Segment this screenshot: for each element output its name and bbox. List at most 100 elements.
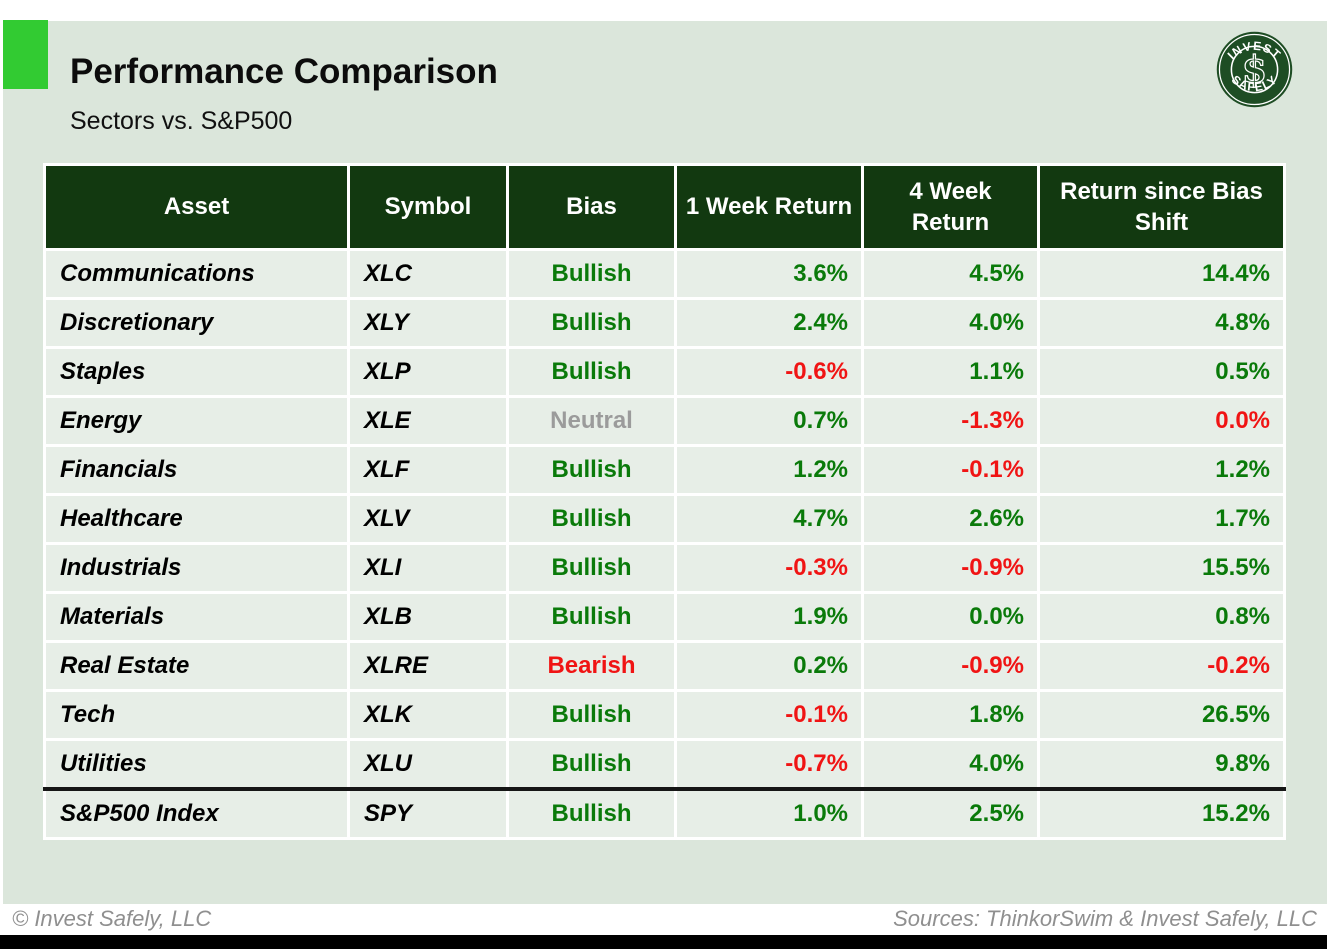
return-since-bias-shift: 4.8% bbox=[1037, 297, 1286, 349]
asset-name: Discretionary bbox=[43, 297, 350, 349]
ticker-symbol: XLI bbox=[347, 542, 509, 594]
asset-name: Financials bbox=[43, 444, 350, 496]
bias-label: Bearish bbox=[506, 640, 677, 692]
table-row: Industrials XLI Bullish -0.3% -0.9% 15.5% bbox=[43, 542, 1286, 594]
table-row: Staples XLP Bullish -0.6% 1.1% 0.5% bbox=[43, 346, 1286, 398]
table-body: Communications XLC Bullish 3.6% 4.5% 14.4% Dis… bbox=[43, 248, 1286, 840]
ticker-symbol: XLF bbox=[347, 444, 509, 496]
bias-label: Neutral bbox=[506, 395, 677, 447]
return-since-bias-shift: 1.2% bbox=[1037, 444, 1286, 496]
column-header: Bias bbox=[506, 163, 677, 251]
ticker-symbol: XLU bbox=[347, 738, 509, 791]
asset-name: S&P500 Index bbox=[43, 787, 350, 840]
table-row: Healthcare XLV Bullish 4.7% 2.6% 1.7% bbox=[43, 493, 1286, 545]
column-header: 4 Week Return bbox=[861, 163, 1040, 251]
asset-name: Communications bbox=[43, 248, 350, 300]
column-header: Asset bbox=[43, 163, 350, 251]
four-week-return: -0.9% bbox=[861, 640, 1040, 692]
bias-label: Bullish bbox=[506, 493, 677, 545]
table-row: Communications XLC Bullish 3.6% 4.5% 14.4% bbox=[43, 248, 1286, 300]
return-since-bias-shift: 1.7% bbox=[1037, 493, 1286, 545]
four-week-return: 2.5% bbox=[861, 787, 1040, 840]
page-title: Performance Comparison bbox=[70, 52, 498, 91]
bias-label: Bullish bbox=[506, 689, 677, 741]
bias-label: Bullish bbox=[506, 444, 677, 496]
invest-safely-logo-icon: INVEST SAFELY $ bbox=[1216, 31, 1293, 108]
return-since-bias-shift: 0.8% bbox=[1037, 591, 1286, 643]
bias-label: Bullish bbox=[506, 738, 677, 791]
table-row: Materials XLB Bullish 1.9% 0.0% 0.8% bbox=[43, 591, 1286, 643]
one-week-return: 1.0% bbox=[674, 787, 864, 840]
bias-label: Bullish bbox=[506, 787, 677, 840]
bias-label: Bullish bbox=[506, 248, 677, 300]
asset-name: Industrials bbox=[43, 542, 350, 594]
bias-label: Bullish bbox=[506, 542, 677, 594]
column-header: Return since Bias Shift bbox=[1037, 163, 1286, 251]
page-subtitle: Sectors vs. S&P500 bbox=[70, 107, 293, 135]
bias-label: Bullish bbox=[506, 346, 677, 398]
ticker-symbol: XLY bbox=[347, 297, 509, 349]
logo-bottom-text: SAFELY bbox=[1229, 72, 1279, 94]
logo-top-text: INVEST bbox=[1225, 39, 1283, 62]
return-since-bias-shift: 0.5% bbox=[1037, 346, 1286, 398]
one-week-return: 1.9% bbox=[674, 591, 864, 643]
asset-name: Real Estate bbox=[43, 640, 350, 692]
asset-name: Materials bbox=[43, 591, 350, 643]
table-row: Tech XLK Bullish -0.1% 1.8% 26.5% bbox=[43, 689, 1286, 741]
asset-name: Healthcare bbox=[43, 493, 350, 545]
asset-name: Utilities bbox=[43, 738, 350, 791]
asset-name: Staples bbox=[43, 346, 350, 398]
ticker-symbol: XLE bbox=[347, 395, 509, 447]
ticker-symbol: XLC bbox=[347, 248, 509, 300]
four-week-return: 4.0% bbox=[861, 738, 1040, 791]
four-week-return: -0.1% bbox=[861, 444, 1040, 496]
svg-text:SAFELY: SAFELY bbox=[1229, 72, 1280, 94]
one-week-return: 1.2% bbox=[674, 444, 864, 496]
one-week-return: -0.7% bbox=[674, 738, 864, 791]
ticker-symbol: SPY bbox=[347, 787, 509, 840]
one-week-return: -0.6% bbox=[674, 346, 864, 398]
return-since-bias-shift: -0.2% bbox=[1037, 640, 1286, 692]
four-week-return: -1.3% bbox=[861, 395, 1040, 447]
ticker-symbol: XLP bbox=[347, 346, 509, 398]
four-week-return: 4.0% bbox=[861, 297, 1040, 349]
table-header-row: Asset Symbol Bias 1 Week Return 4 Week Retur… bbox=[43, 163, 1286, 251]
return-since-bias-shift: 26.5% bbox=[1037, 689, 1286, 741]
four-week-return: 4.5% bbox=[861, 248, 1040, 300]
return-since-bias-shift: 0.0% bbox=[1037, 395, 1286, 447]
logo-monogram: $ bbox=[1242, 48, 1267, 91]
performance-table: Asset Symbol Bias 1 Week Return 4 Week Retur… bbox=[43, 163, 1286, 840]
return-since-bias-shift: 15.2% bbox=[1037, 787, 1286, 840]
return-since-bias-shift: 9.8% bbox=[1037, 738, 1286, 791]
one-week-return: 3.6% bbox=[674, 248, 864, 300]
table-row: Energy XLE Neutral 0.7% -1.3% 0.0% bbox=[43, 395, 1286, 447]
four-week-return: 1.1% bbox=[861, 346, 1040, 398]
bottom-bar bbox=[0, 935, 1327, 949]
table-row: Real Estate XLRE Bearish 0.2% -0.9% -0.2% bbox=[43, 640, 1286, 692]
column-header: Symbol bbox=[347, 163, 509, 251]
ticker-symbol: XLK bbox=[347, 689, 509, 741]
asset-name: Tech bbox=[43, 689, 350, 741]
column-header: 1 Week Return bbox=[674, 163, 864, 251]
one-week-return: -0.1% bbox=[674, 689, 864, 741]
table-row: Discretionary XLY Bullish 2.4% 4.0% 4.8% bbox=[43, 297, 1286, 349]
one-week-return: -0.3% bbox=[674, 542, 864, 594]
return-since-bias-shift: 15.5% bbox=[1037, 542, 1286, 594]
ticker-symbol: XLB bbox=[347, 591, 509, 643]
table-row: Utilities XLU Bullish -0.7% 4.0% 9.8% bbox=[43, 738, 1286, 791]
sources-text: Sources: ThinkorSwim & Invest Safely, LL… bbox=[893, 906, 1317, 931]
svg-text:INVEST: INVEST bbox=[1225, 39, 1284, 62]
one-week-return: 2.4% bbox=[674, 297, 864, 349]
accent-square bbox=[3, 20, 48, 89]
four-week-return: 0.0% bbox=[861, 591, 1040, 643]
bias-label: Bullish bbox=[506, 591, 677, 643]
table-row: S&P500 Index SPY Bullish 1.0% 2.5% 15.2% bbox=[43, 787, 1286, 840]
four-week-return: 1.8% bbox=[861, 689, 1040, 741]
one-week-return: 0.2% bbox=[674, 640, 864, 692]
bias-label: Bullish bbox=[506, 297, 677, 349]
ticker-symbol: XLV bbox=[347, 493, 509, 545]
four-week-return: -0.9% bbox=[861, 542, 1040, 594]
table-row: Financials XLF Bullish 1.2% -0.1% 1.2% bbox=[43, 444, 1286, 496]
one-week-return: 4.7% bbox=[674, 493, 864, 545]
ticker-symbol: XLRE bbox=[347, 640, 509, 692]
